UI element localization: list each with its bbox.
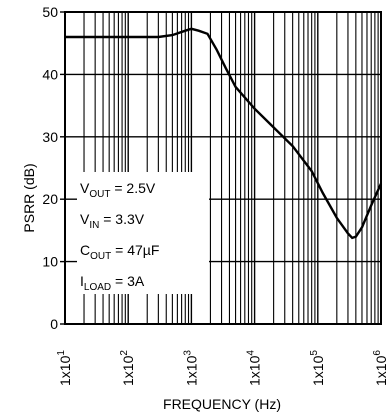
condition-line: COUT = 47µF [80, 242, 159, 262]
y-tick-label: 20 [42, 191, 58, 207]
x-tick-label: 1x103 [182, 350, 199, 386]
x-tick-exponent: 4 [246, 350, 257, 356]
x-tick-exponent: 6 [372, 350, 383, 356]
condition-line: ILOAD = 3A [80, 273, 145, 293]
x-tick-label: 1x102 [119, 350, 136, 386]
y-tick-label: 30 [42, 129, 58, 145]
y-tick-label: 0 [50, 316, 58, 332]
y-tick-label: 10 [42, 254, 58, 270]
condition-line: VIN = 3.3V [80, 211, 145, 231]
y-axis-label: PSRR (dB) [21, 163, 37, 232]
y-tick-label: 40 [42, 66, 58, 82]
x-tick-label: 1x106 [372, 350, 389, 386]
x-tick-exponent: 2 [119, 350, 130, 356]
x-tick-exponent: 1 [56, 350, 67, 356]
psrr-series-line [65, 27, 383, 240]
conditions-annotation: VOUT = 2.5V VIN = 3.3V COUT = 47µF ILOAD = … [80, 180, 159, 293]
plot-frame [64, 11, 382, 325]
x-tick-exponent: 3 [182, 350, 193, 356]
x-tick-exponent: 5 [309, 350, 320, 356]
x-axis-label: FREQUENCY (Hz) [163, 396, 281, 412]
condition-line: VOUT = 2.5V [80, 180, 156, 200]
x-tick-label: 1x105 [309, 350, 326, 386]
x-tick-label: 1x104 [246, 350, 263, 386]
x-tick-label: 1x101 [56, 350, 73, 386]
y-tick-labels: 0 10 20 30 40 50 [42, 4, 58, 332]
x-tick-labels: 1x101 1x102 1x103 1x104 1x105 1x106 [56, 350, 389, 386]
conditions-box-bg [77, 172, 209, 294]
y-tick-label: 50 [42, 4, 58, 20]
